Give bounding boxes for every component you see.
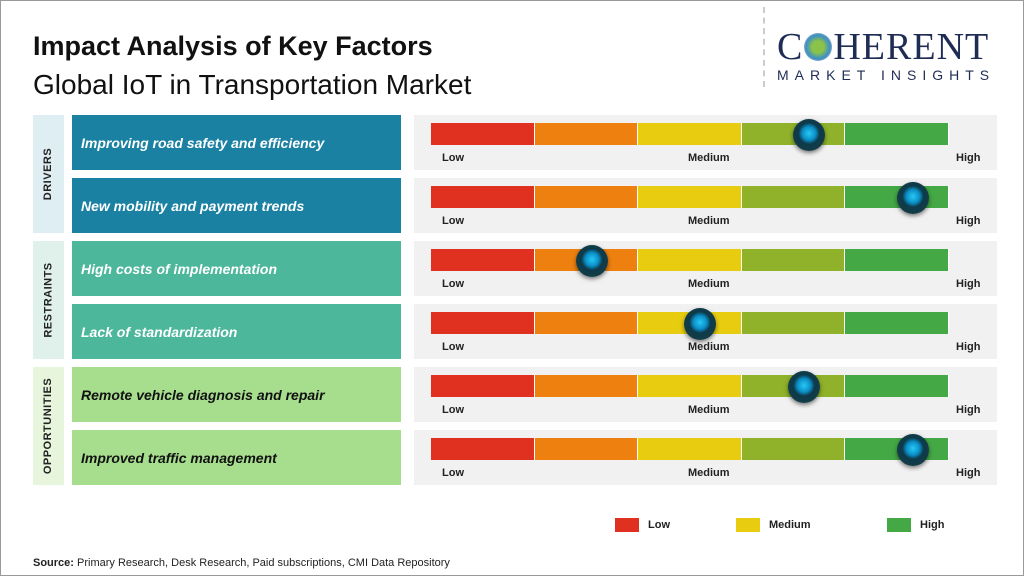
logo-tagline: MARKET INSIGHTS xyxy=(777,67,996,83)
gauge-segment xyxy=(534,312,639,334)
gauge-segment xyxy=(431,249,535,271)
factor-label: New mobility and payment trends xyxy=(72,178,401,233)
legend-label: Low xyxy=(648,519,670,531)
legend-medium: Medium xyxy=(736,518,811,532)
logo: C HERENT MARKET INSIGHTS xyxy=(763,7,1018,87)
impact-gauge: Low Medium High xyxy=(414,178,997,233)
scale-medium-label: Medium xyxy=(688,467,730,479)
scale-medium-label: Medium xyxy=(688,152,730,164)
source-label: Source: xyxy=(33,557,74,569)
gauge-segment xyxy=(845,312,949,334)
gauge-indicator-knob xyxy=(896,182,929,214)
scale-low-label: Low xyxy=(442,152,464,164)
legend-low: Low xyxy=(615,518,670,532)
gauge-bar xyxy=(431,434,949,466)
factor-label: Remote vehicle diagnosis and repair xyxy=(72,367,401,422)
category-opportunities: OPPORTUNITIES xyxy=(33,367,64,485)
legend-high: High xyxy=(887,518,944,532)
gauge-segment xyxy=(431,186,535,208)
category-restraints: RESTRAINTS xyxy=(33,241,64,359)
gauge-bar xyxy=(431,119,949,151)
gauge-segment xyxy=(741,312,846,334)
scale-high-label: High xyxy=(956,278,981,290)
gauge-segment xyxy=(431,123,535,145)
gauge-indicator-knob xyxy=(575,245,608,277)
scale-high-label: High xyxy=(956,152,981,164)
source-note: Source: Primary Research, Desk Research,… xyxy=(33,557,450,569)
gauge-bar xyxy=(431,245,949,277)
gauge-segment xyxy=(534,375,639,397)
gauge-segment xyxy=(638,249,742,271)
impact-gauge: Low Medium High xyxy=(414,115,997,170)
scale-low-label: Low xyxy=(442,341,464,353)
legend-swatch-high xyxy=(887,518,911,532)
gauge-segment xyxy=(638,438,742,460)
gauge-bar xyxy=(431,182,949,214)
gauge-segment xyxy=(845,375,949,397)
gauge-segment xyxy=(534,438,639,460)
factor-label: Improving road safety and efficiency xyxy=(72,115,401,170)
gauge-bar xyxy=(431,371,949,403)
gauge-segment xyxy=(638,123,742,145)
scale-low-label: Low xyxy=(442,404,464,416)
gauge-indicator-knob xyxy=(896,434,929,466)
gauge-segment xyxy=(534,186,639,208)
legend-label: Medium xyxy=(769,519,811,531)
scale-low-label: Low xyxy=(442,215,464,227)
category-drivers: DRIVERS xyxy=(33,115,64,233)
legend-swatch-medium xyxy=(736,518,760,532)
scale-high-label: High xyxy=(956,404,981,416)
impact-gauge: Low Medium High xyxy=(414,367,997,422)
source-text: Primary Research, Desk Research, Paid su… xyxy=(73,557,450,569)
scale-medium-label: Medium xyxy=(688,215,730,227)
gauge-segment xyxy=(534,123,639,145)
scale-high-label: High xyxy=(956,467,981,479)
gauge-segment xyxy=(741,186,846,208)
gauge-segment xyxy=(431,375,535,397)
chart-subtitle: Global IoT in Transportation Market xyxy=(33,69,472,100)
category-label: RESTRAINTS xyxy=(42,262,55,338)
gauge-segment xyxy=(638,375,742,397)
gauge-indicator-knob xyxy=(684,308,717,340)
category-label: OPPORTUNITIES xyxy=(42,377,55,475)
gauge-segment xyxy=(431,438,535,460)
logo-globe-icon xyxy=(804,33,833,61)
scale-high-label: High xyxy=(956,215,981,227)
factor-label: High costs of implementation xyxy=(72,241,401,296)
gauge-segment xyxy=(741,249,846,271)
gauge-segment xyxy=(431,312,535,334)
scale-medium-label: Medium xyxy=(688,278,730,290)
legend-label: High xyxy=(920,519,945,531)
gauge-segment xyxy=(845,123,949,145)
scale-low-label: Low xyxy=(442,467,464,479)
legend-swatch-low xyxy=(615,518,639,532)
impact-gauge: Low Medium High xyxy=(414,304,997,359)
gauge-segment xyxy=(741,438,846,460)
category-label: DRIVERS xyxy=(42,147,55,201)
gauge-segment xyxy=(845,249,949,271)
gauge-indicator-knob xyxy=(787,371,820,403)
gauge-segment xyxy=(638,186,742,208)
scale-high-label: High xyxy=(956,341,981,353)
scale-medium-label: Medium xyxy=(688,404,730,416)
scale-medium-label: Medium xyxy=(688,341,730,353)
impact-gauge: Low Medium High xyxy=(414,241,997,296)
impact-gauge: Low Medium High xyxy=(414,430,997,485)
gauge-bar xyxy=(431,308,949,340)
scale-low-label: Low xyxy=(442,278,464,290)
gauge-indicator-knob xyxy=(793,119,826,151)
factor-label: Lack of standardization xyxy=(72,304,401,359)
chart-title: Impact Analysis of Key Factors xyxy=(33,31,433,61)
factor-label: Improved traffic management xyxy=(72,430,401,485)
